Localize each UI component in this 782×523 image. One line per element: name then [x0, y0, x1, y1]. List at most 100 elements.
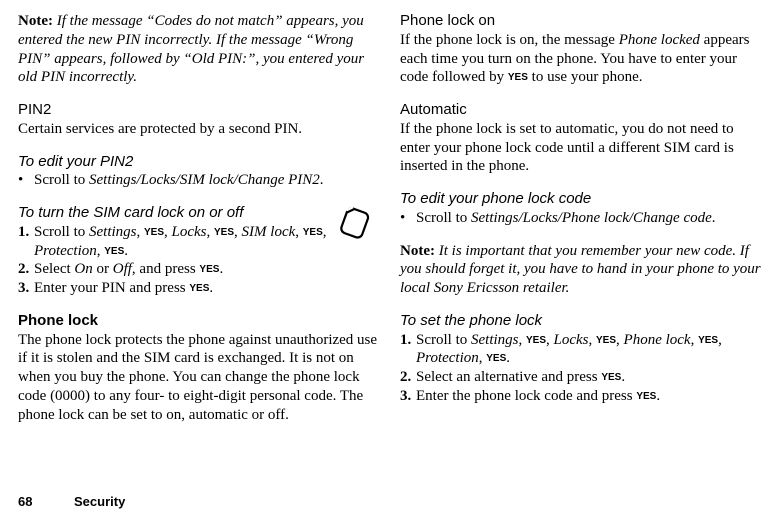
- text: ,: [718, 332, 722, 348]
- path-seg: SIM lock: [242, 224, 296, 240]
- right-column: Phone lock on If the phone lock is on, t…: [400, 12, 764, 523]
- message: Phone locked: [619, 32, 700, 48]
- text: ,: [295, 224, 303, 240]
- phone-lock-on-heading: Phone lock on: [400, 12, 764, 31]
- path: Settings/Locks/Phone lock/Change code: [471, 210, 712, 226]
- yes-key: YES: [486, 353, 506, 364]
- edit-code-heading: To edit your phone lock code: [400, 190, 764, 209]
- text: Enter the phone lock code and press: [416, 388, 636, 404]
- pin2-heading: PIN2: [18, 101, 382, 120]
- path-seg: Settings: [89, 224, 137, 240]
- sim-lock-section: To turn the SIM card lock on or off 1. S…: [18, 204, 382, 298]
- note-text: It is important that you remember your n…: [400, 243, 761, 297]
- edit-code-step: Scroll to Settings/Locks/Phone lock/Chan…: [400, 209, 764, 228]
- text: ,: [691, 332, 699, 348]
- text: ,: [546, 332, 554, 348]
- edit-code-section: To edit your phone lock code Scroll to S…: [400, 190, 764, 228]
- page-footer: 68Security: [18, 494, 125, 509]
- text: If the phone lock is on, the message: [400, 32, 619, 48]
- text: Select: [34, 261, 74, 277]
- yes-key: YES: [199, 264, 219, 275]
- step-number: 1.: [18, 223, 29, 242]
- text: .: [656, 388, 660, 404]
- list-item: 1. Scroll to Settings, YES, Locks, YES, …: [18, 223, 382, 261]
- text: Scroll to: [416, 210, 471, 226]
- text: .: [219, 261, 223, 277]
- text: Scroll to: [416, 332, 471, 348]
- path-seg: Protection: [34, 243, 97, 259]
- automatic-body: If the phone lock is set to automatic, y…: [400, 120, 764, 176]
- text: .: [209, 280, 213, 296]
- phone-lock-on-body: If the phone lock is on, the message Pho…: [400, 31, 764, 87]
- list-item: 3. Enter the phone lock code and press Y…: [400, 387, 764, 406]
- yes-key: YES: [636, 391, 656, 402]
- step-number: 2.: [18, 260, 29, 279]
- text: ,: [616, 332, 624, 348]
- text: ,: [137, 224, 145, 240]
- yes-key: YES: [596, 335, 616, 346]
- path-seg: Locks: [172, 224, 207, 240]
- phone-lock-body: The phone lock protects the phone agains…: [18, 331, 382, 425]
- yes-key: YES: [214, 227, 234, 238]
- text: Scroll to: [34, 172, 89, 188]
- text: .: [320, 172, 324, 188]
- text: Scroll to: [34, 224, 89, 240]
- page: Note: If the message “Codes do not match…: [0, 0, 782, 523]
- text: or: [93, 261, 113, 277]
- text: ,: [234, 224, 242, 240]
- edit-pin2-step: Scroll to Settings/Locks/SIM lock/Change…: [18, 171, 382, 190]
- list-item: 3. Enter your PIN and press YES.: [18, 279, 382, 298]
- set-lock-heading: To set the phone lock: [400, 312, 764, 331]
- sim-lock-steps: 1. Scroll to Settings, YES, Locks, YES, …: [18, 223, 382, 298]
- path: Settings/Locks/SIM lock/Change PIN2: [89, 172, 320, 188]
- text: , and press: [132, 261, 200, 277]
- note-label: Note:: [18, 13, 53, 29]
- phone-lock-section: Phone lock The phone lock protects the p…: [18, 312, 382, 425]
- step-number: 2.: [400, 368, 411, 387]
- option: Off: [113, 261, 132, 277]
- list-item: 2. Select On or Off, and press YES.: [18, 260, 382, 279]
- path-seg: Locks: [554, 332, 589, 348]
- phone-lock-on-section: Phone lock on If the phone lock is on, t…: [400, 12, 764, 87]
- yes-key: YES: [144, 227, 164, 238]
- text: ,: [589, 332, 597, 348]
- step-number: 3.: [400, 387, 411, 406]
- text: .: [506, 350, 510, 366]
- list-item: 1. Scroll to Settings, YES, Locks, YES, …: [400, 331, 764, 369]
- text: to use your phone.: [528, 69, 643, 85]
- yes-key: YES: [601, 372, 621, 383]
- path-seg: Settings: [471, 332, 519, 348]
- text: .: [621, 369, 625, 385]
- text: Enter your PIN and press: [34, 280, 189, 296]
- automatic-heading: Automatic: [400, 101, 764, 120]
- yes-key: YES: [104, 246, 124, 257]
- note-text: If the message “Codes do not match” appe…: [18, 13, 364, 85]
- text: ,: [323, 224, 327, 240]
- pin2-body: Certain services are protected by a seco…: [18, 120, 382, 139]
- note-code: Note: It is important that you remember …: [400, 242, 764, 298]
- edit-pin2-section: To edit your PIN2 Scroll to Settings/Loc…: [18, 153, 382, 191]
- left-column: Note: If the message “Codes do not match…: [18, 12, 382, 523]
- yes-key: YES: [508, 72, 528, 83]
- text: ,: [164, 224, 172, 240]
- yes-key: YES: [303, 227, 323, 238]
- yes-key: YES: [189, 283, 209, 294]
- list-item: 2. Select an alternative and press YES.: [400, 368, 764, 387]
- yes-key: YES: [526, 335, 546, 346]
- automatic-section: Automatic If the phone lock is set to au…: [400, 101, 764, 176]
- set-lock-section: To set the phone lock 1. Scroll to Setti…: [400, 312, 764, 406]
- option: On: [74, 261, 92, 277]
- yes-key: YES: [698, 335, 718, 346]
- note-label: Note:: [400, 243, 435, 259]
- step-number: 1.: [400, 331, 411, 350]
- text: Select an alternative and press: [416, 369, 601, 385]
- sim-lock-heading: To turn the SIM card lock on or off: [18, 204, 382, 223]
- text: ,: [207, 224, 215, 240]
- note-pin: Note: If the message “Codes do not match…: [18, 12, 382, 87]
- page-number: 68: [18, 494, 74, 509]
- text: .: [712, 210, 716, 226]
- edit-pin2-heading: To edit your PIN2: [18, 153, 382, 172]
- text: .: [124, 243, 128, 259]
- path-seg: Protection: [416, 350, 479, 366]
- set-lock-steps: 1. Scroll to Settings, YES, Locks, YES, …: [400, 331, 764, 406]
